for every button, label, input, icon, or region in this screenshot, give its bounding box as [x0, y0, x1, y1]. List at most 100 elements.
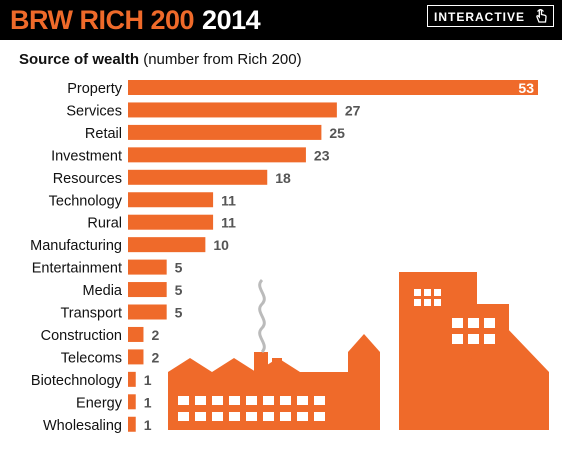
bar-resources[interactable] [128, 169, 268, 185]
building-window [434, 299, 441, 306]
value-label: 25 [329, 125, 345, 141]
category-label: Property [67, 81, 123, 97]
building-window [212, 412, 223, 421]
category-labels: Property Services Retail Investment Resource… [30, 81, 123, 434]
building-window [484, 318, 495, 328]
building-window [314, 396, 325, 405]
building-window [297, 396, 308, 405]
industry-illustration [168, 272, 549, 430]
bar-telecoms[interactable] [128, 349, 144, 365]
building-shape [325, 380, 347, 430]
building-window [452, 334, 463, 344]
title-text: BRW RICH 200 [10, 5, 195, 35]
value-label: 11 [221, 192, 236, 208]
category-label: Services [66, 103, 122, 119]
bars-group [128, 80, 538, 432]
building-window [468, 334, 479, 344]
value-label: 10 [213, 237, 229, 253]
building-window [414, 299, 421, 306]
interactive-button[interactable]: INTERACTIVE [426, 5, 554, 27]
value-label: 23 [314, 147, 330, 163]
building-window [452, 318, 463, 328]
value-label: 5 [175, 282, 183, 298]
building-window [178, 396, 189, 405]
building-window [468, 318, 479, 328]
building-shape [348, 334, 380, 430]
header-bar: BRW RICH 200 2014 INTERACTIVE [0, 0, 562, 40]
building-window [195, 412, 206, 421]
value-label: 1 [144, 417, 152, 433]
category-label: Media [83, 283, 123, 299]
building-shape [272, 358, 282, 374]
value-label: 1 [144, 394, 152, 410]
category-label: Energy [76, 395, 123, 411]
building-window [414, 289, 421, 296]
category-label: Rural [87, 216, 122, 232]
building-window [434, 289, 441, 296]
bar-services[interactable] [128, 102, 337, 118]
building-window [246, 412, 257, 421]
value-label: 11 [221, 215, 236, 231]
bar-construction[interactable] [128, 326, 144, 342]
building-window [246, 396, 257, 405]
building-window [229, 396, 240, 405]
category-label: Construction [41, 328, 122, 344]
building-shape [254, 352, 268, 374]
bar-retail[interactable] [128, 124, 322, 140]
bar-rural[interactable] [128, 214, 214, 230]
bar-transport[interactable] [128, 304, 167, 320]
value-label: 1 [144, 372, 152, 388]
bar-property[interactable] [128, 80, 538, 95]
value-label: 5 [175, 260, 183, 276]
bar-wholesaling[interactable] [128, 416, 136, 432]
building-window [280, 396, 291, 405]
building-window [229, 412, 240, 421]
chart-subtitle: Source of wealth (number from Rich 200) [19, 51, 302, 68]
bar-media[interactable] [128, 282, 167, 298]
building-shape [168, 358, 212, 372]
interactive-label: INTERACTIVE [433, 10, 525, 24]
value-label: 5 [175, 305, 183, 321]
category-label: Investment [51, 148, 122, 164]
hand-pointer-icon [536, 8, 547, 23]
building-shape [238, 372, 246, 380]
title-year: 2014 [202, 5, 261, 35]
chimney-smoke [258, 278, 266, 354]
value-label: 2 [151, 327, 159, 343]
building-window [280, 412, 291, 421]
category-label: Biotechnology [31, 373, 123, 389]
subtitle-bold: Source of wealth [19, 51, 140, 68]
building-shape [458, 326, 549, 430]
category-label: Wholesaling [43, 418, 122, 434]
value-label: 53 [518, 80, 534, 96]
building-window [484, 334, 495, 344]
building-window [178, 412, 189, 421]
category-label: Transport [60, 306, 122, 322]
building-window [263, 412, 274, 421]
building-window [424, 299, 431, 306]
building-window [263, 396, 274, 405]
building-window [195, 396, 206, 405]
bar-entertainment[interactable] [128, 259, 167, 275]
building-window [314, 412, 325, 421]
category-label: Telecoms [61, 350, 122, 366]
category-label: Technology [49, 193, 123, 209]
value-label: 18 [275, 170, 291, 186]
subtitle-rest: (number from Rich 200) [143, 51, 302, 68]
value-label: 2 [151, 349, 159, 365]
category-label: Retail [85, 126, 122, 142]
bar-biotechnology[interactable] [128, 371, 136, 387]
building-window [212, 396, 223, 405]
category-label: Resources [53, 171, 122, 187]
building-window [297, 412, 308, 421]
building-window [424, 289, 431, 296]
bar-investment[interactable] [128, 147, 306, 163]
category-label: Entertainment [32, 261, 122, 277]
building-shape [212, 358, 256, 372]
bar-technology[interactable] [128, 192, 214, 208]
category-label: Manufacturing [30, 238, 122, 254]
bar-energy[interactable] [128, 394, 136, 410]
bar-manufacturing[interactable] [128, 237, 206, 253]
